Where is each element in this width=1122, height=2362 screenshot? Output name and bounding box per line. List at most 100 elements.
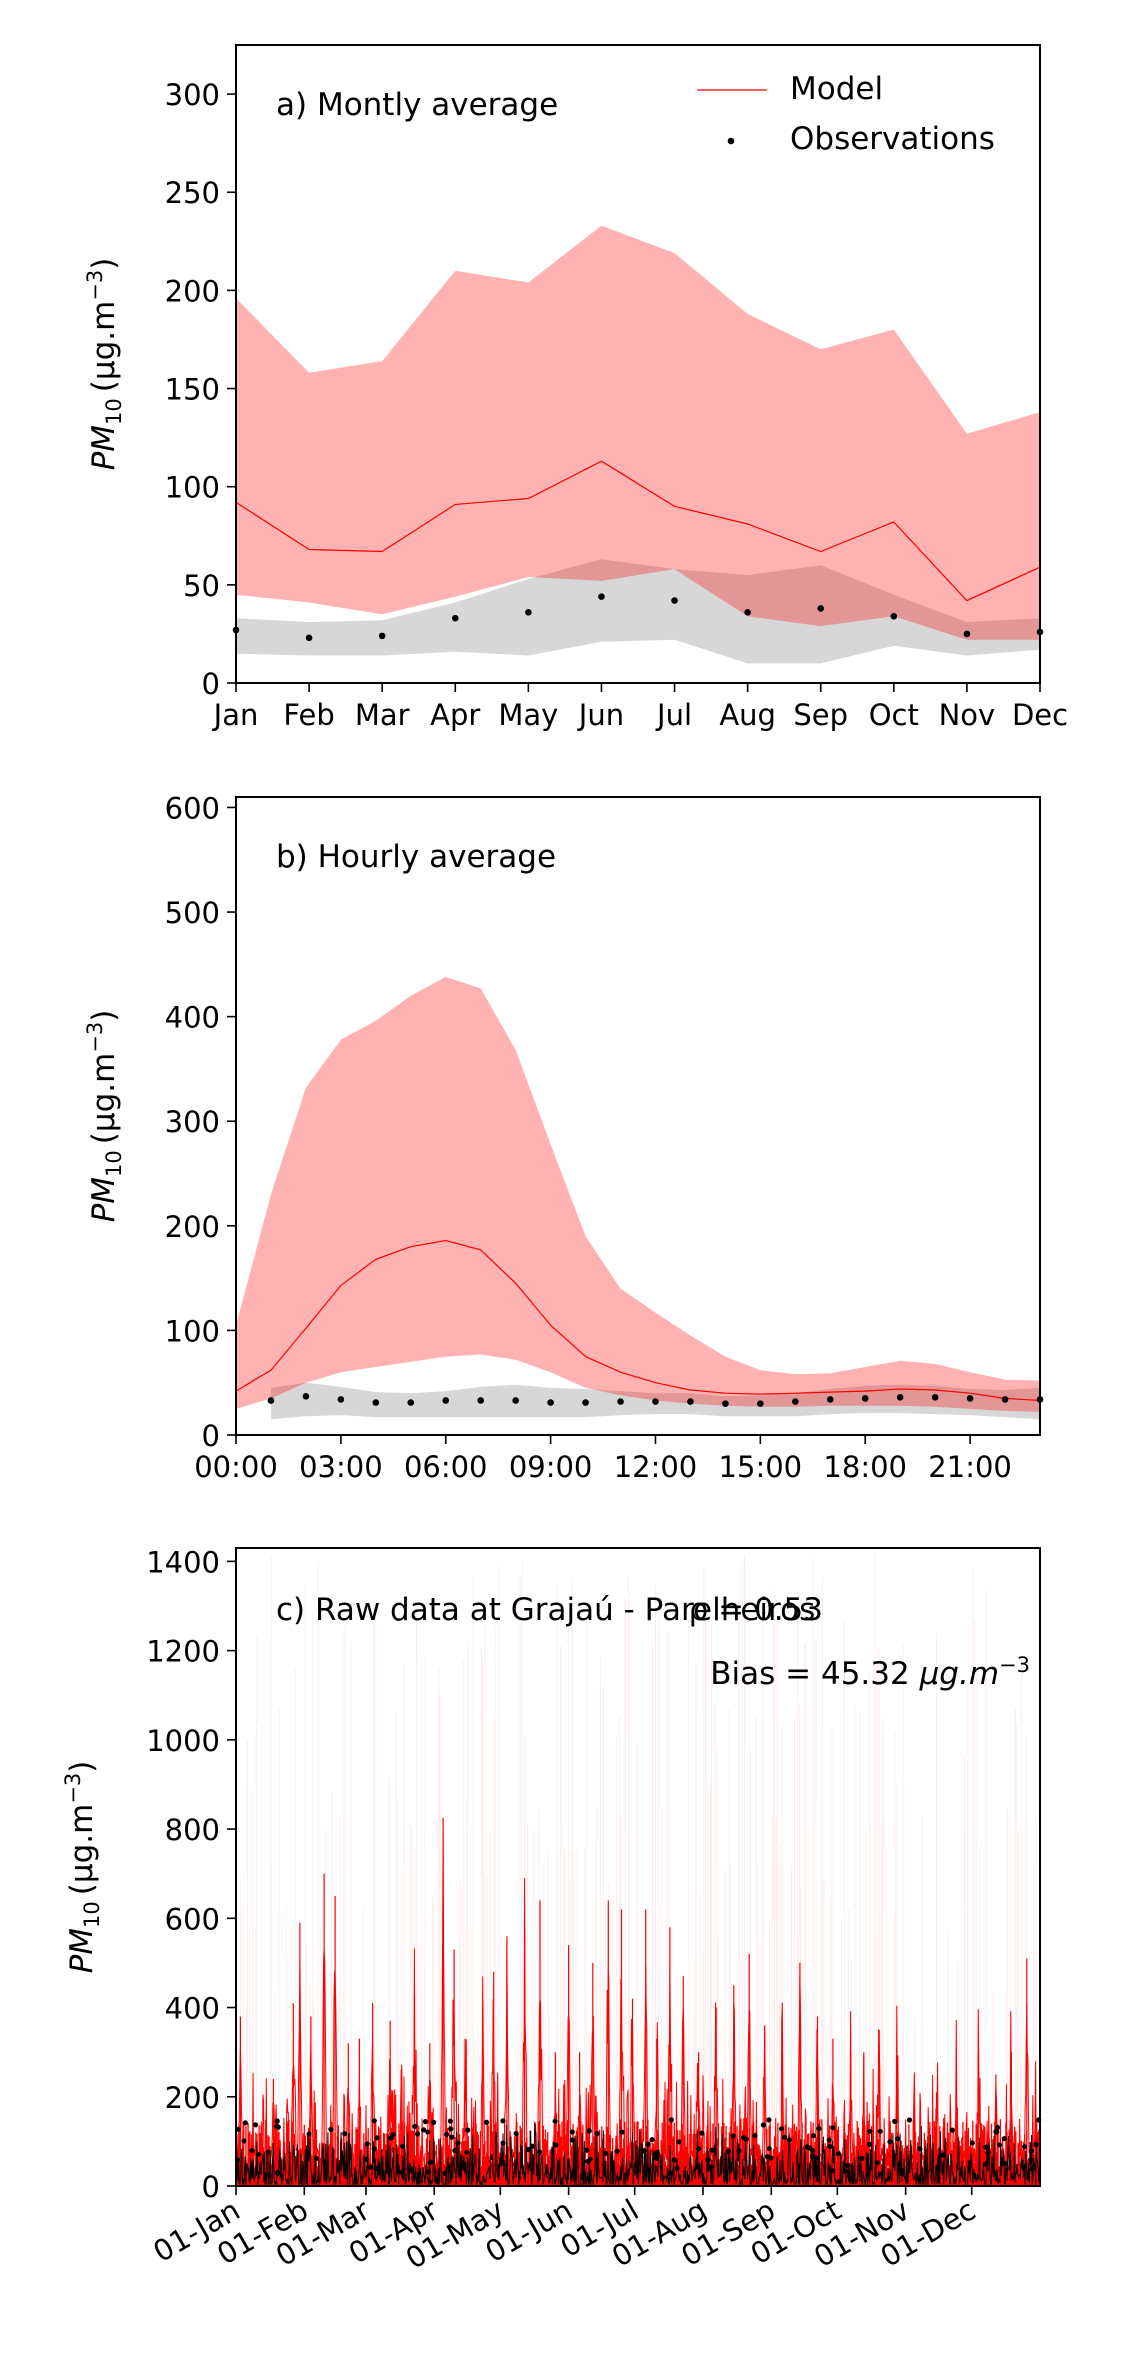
model-mean-line: [235, 1239, 1041, 1402]
observation-point: [500, 2140, 506, 2146]
observation-point: [641, 2148, 647, 2154]
observation-point: [388, 2135, 394, 2141]
observation-point: [368, 2164, 374, 2170]
panel-c-bias: Bias = 45.32 μg.m−3: [710, 1653, 1030, 1692]
observation-point: [829, 2168, 835, 2174]
y-tick-label: 200: [165, 274, 220, 308]
observation-point: [699, 2130, 705, 2136]
observation-point: [877, 2128, 883, 2134]
observation-point: [705, 2157, 711, 2163]
legend-observations-swatch: [727, 137, 735, 145]
observation-point: [940, 2152, 946, 2158]
observation-point: [614, 2148, 620, 2154]
observation-point: [448, 2126, 454, 2132]
observation-point: [525, 2146, 532, 2152]
observation-point: [553, 2142, 559, 2148]
observation-point: [242, 2120, 248, 2126]
observation-point: [400, 2143, 406, 2149]
observation-point: [983, 2144, 989, 2150]
observation-point: [451, 614, 459, 622]
observation-point: [337, 1396, 345, 1403]
y-tick-label: 400: [165, 1001, 220, 1035]
x-tick-label: 18:00: [823, 1450, 907, 1484]
observation-point: [866, 2141, 873, 2147]
observation-point: [363, 2156, 369, 2162]
observation-point: [274, 2170, 281, 2176]
panel-c-title: c) Raw data at Grajaú - Parelheiros: [276, 1592, 815, 1628]
model-range-band: [236, 225, 1040, 640]
observation-point: [426, 2169, 432, 2175]
observation-point: [708, 2164, 714, 2170]
y-tick-label: 50: [183, 569, 220, 603]
panel-b-axes: 0 100 200 300 400 500 600 00:00 03:00 06:00 09:00 1…: [165, 791, 1012, 1484]
observation-point: [1002, 2161, 1008, 2167]
observation-point: [619, 2129, 625, 2135]
observation-point: [442, 2170, 448, 2176]
observation-point: [867, 2128, 873, 2134]
y-tick-label: 1400: [146, 1545, 220, 1579]
observation-point: [792, 1398, 799, 1405]
panel-a-title: a) Montly average: [276, 87, 558, 123]
y-tick-label: 1200: [146, 1635, 220, 1669]
observation-point: [447, 2118, 453, 2124]
observation-point: [500, 2118, 506, 2124]
observation-point: [982, 2161, 989, 2167]
observation-point: [465, 2127, 471, 2133]
observation-point: [252, 2122, 259, 2128]
observation-point: [274, 2118, 280, 2124]
observation-point: [594, 2130, 600, 2137]
observation-point: [1033, 2141, 1039, 2148]
observation-point: [874, 2160, 880, 2166]
y-tick-label: 600: [165, 1902, 220, 1936]
observation-point: [649, 2137, 655, 2143]
observation-point: [598, 593, 605, 600]
observation-point: [722, 1400, 729, 1407]
x-tick-label: Feb: [283, 698, 334, 732]
observation-point: [816, 2126, 822, 2132]
observation-point: [895, 2136, 901, 2142]
observation-point: [896, 1394, 904, 1401]
observation-point: [374, 2135, 380, 2141]
observation-point: [725, 2148, 732, 2154]
observation-point: [676, 2139, 682, 2145]
observation-point: [586, 2128, 592, 2134]
observation-point: [865, 2172, 871, 2178]
observation-point: [757, 1400, 764, 1407]
x-tick-label: May: [498, 698, 558, 732]
x-tick-label: Aug: [719, 698, 776, 732]
panel-a-plot-area: [232, 225, 1044, 664]
observation-point: [996, 2142, 1003, 2148]
y-tick-label: 600: [165, 791, 220, 825]
x-tick-label: Oct: [869, 698, 919, 732]
panel-a-frame: [235, 44, 1041, 684]
observation-point: [513, 2130, 519, 2137]
y-tick-label: 100: [165, 1314, 220, 1348]
observation-point: [892, 2118, 898, 2124]
observation-point: [687, 1398, 694, 1405]
observation-point: [302, 1393, 310, 1400]
observation-point: [985, 2150, 991, 2156]
x-tick-label: 21:00: [928, 1450, 1012, 1484]
x-tick-label: Jul: [655, 698, 692, 732]
observation-point: [452, 2147, 458, 2154]
observation-point: [813, 2155, 819, 2161]
y-tick-label: 1000: [146, 1724, 220, 1758]
panel-c-raw: 020040060080010001200140001-Jan01-Feb01-…: [61, 1545, 1042, 2276]
y-tick-label: 800: [165, 1813, 220, 1847]
observation-point: [994, 2124, 1001, 2131]
panel-b-title: b) Hourly average: [276, 839, 556, 875]
y-tick-label: 400: [165, 1992, 220, 2026]
observation-point: [305, 634, 313, 642]
observation-point: [328, 2126, 334, 2132]
observation-point: [364, 2141, 370, 2147]
observation-point: [582, 1399, 589, 1406]
observation-point: [810, 2133, 817, 2139]
y-tick-label: 250: [165, 176, 220, 210]
observation-point: [412, 2123, 418, 2129]
observation-point: [845, 2162, 851, 2168]
x-tick-label: Sep: [793, 698, 848, 732]
observation-point: [696, 2146, 702, 2152]
y-tick-label: 150: [165, 373, 220, 407]
observation-point: [512, 1397, 519, 1404]
